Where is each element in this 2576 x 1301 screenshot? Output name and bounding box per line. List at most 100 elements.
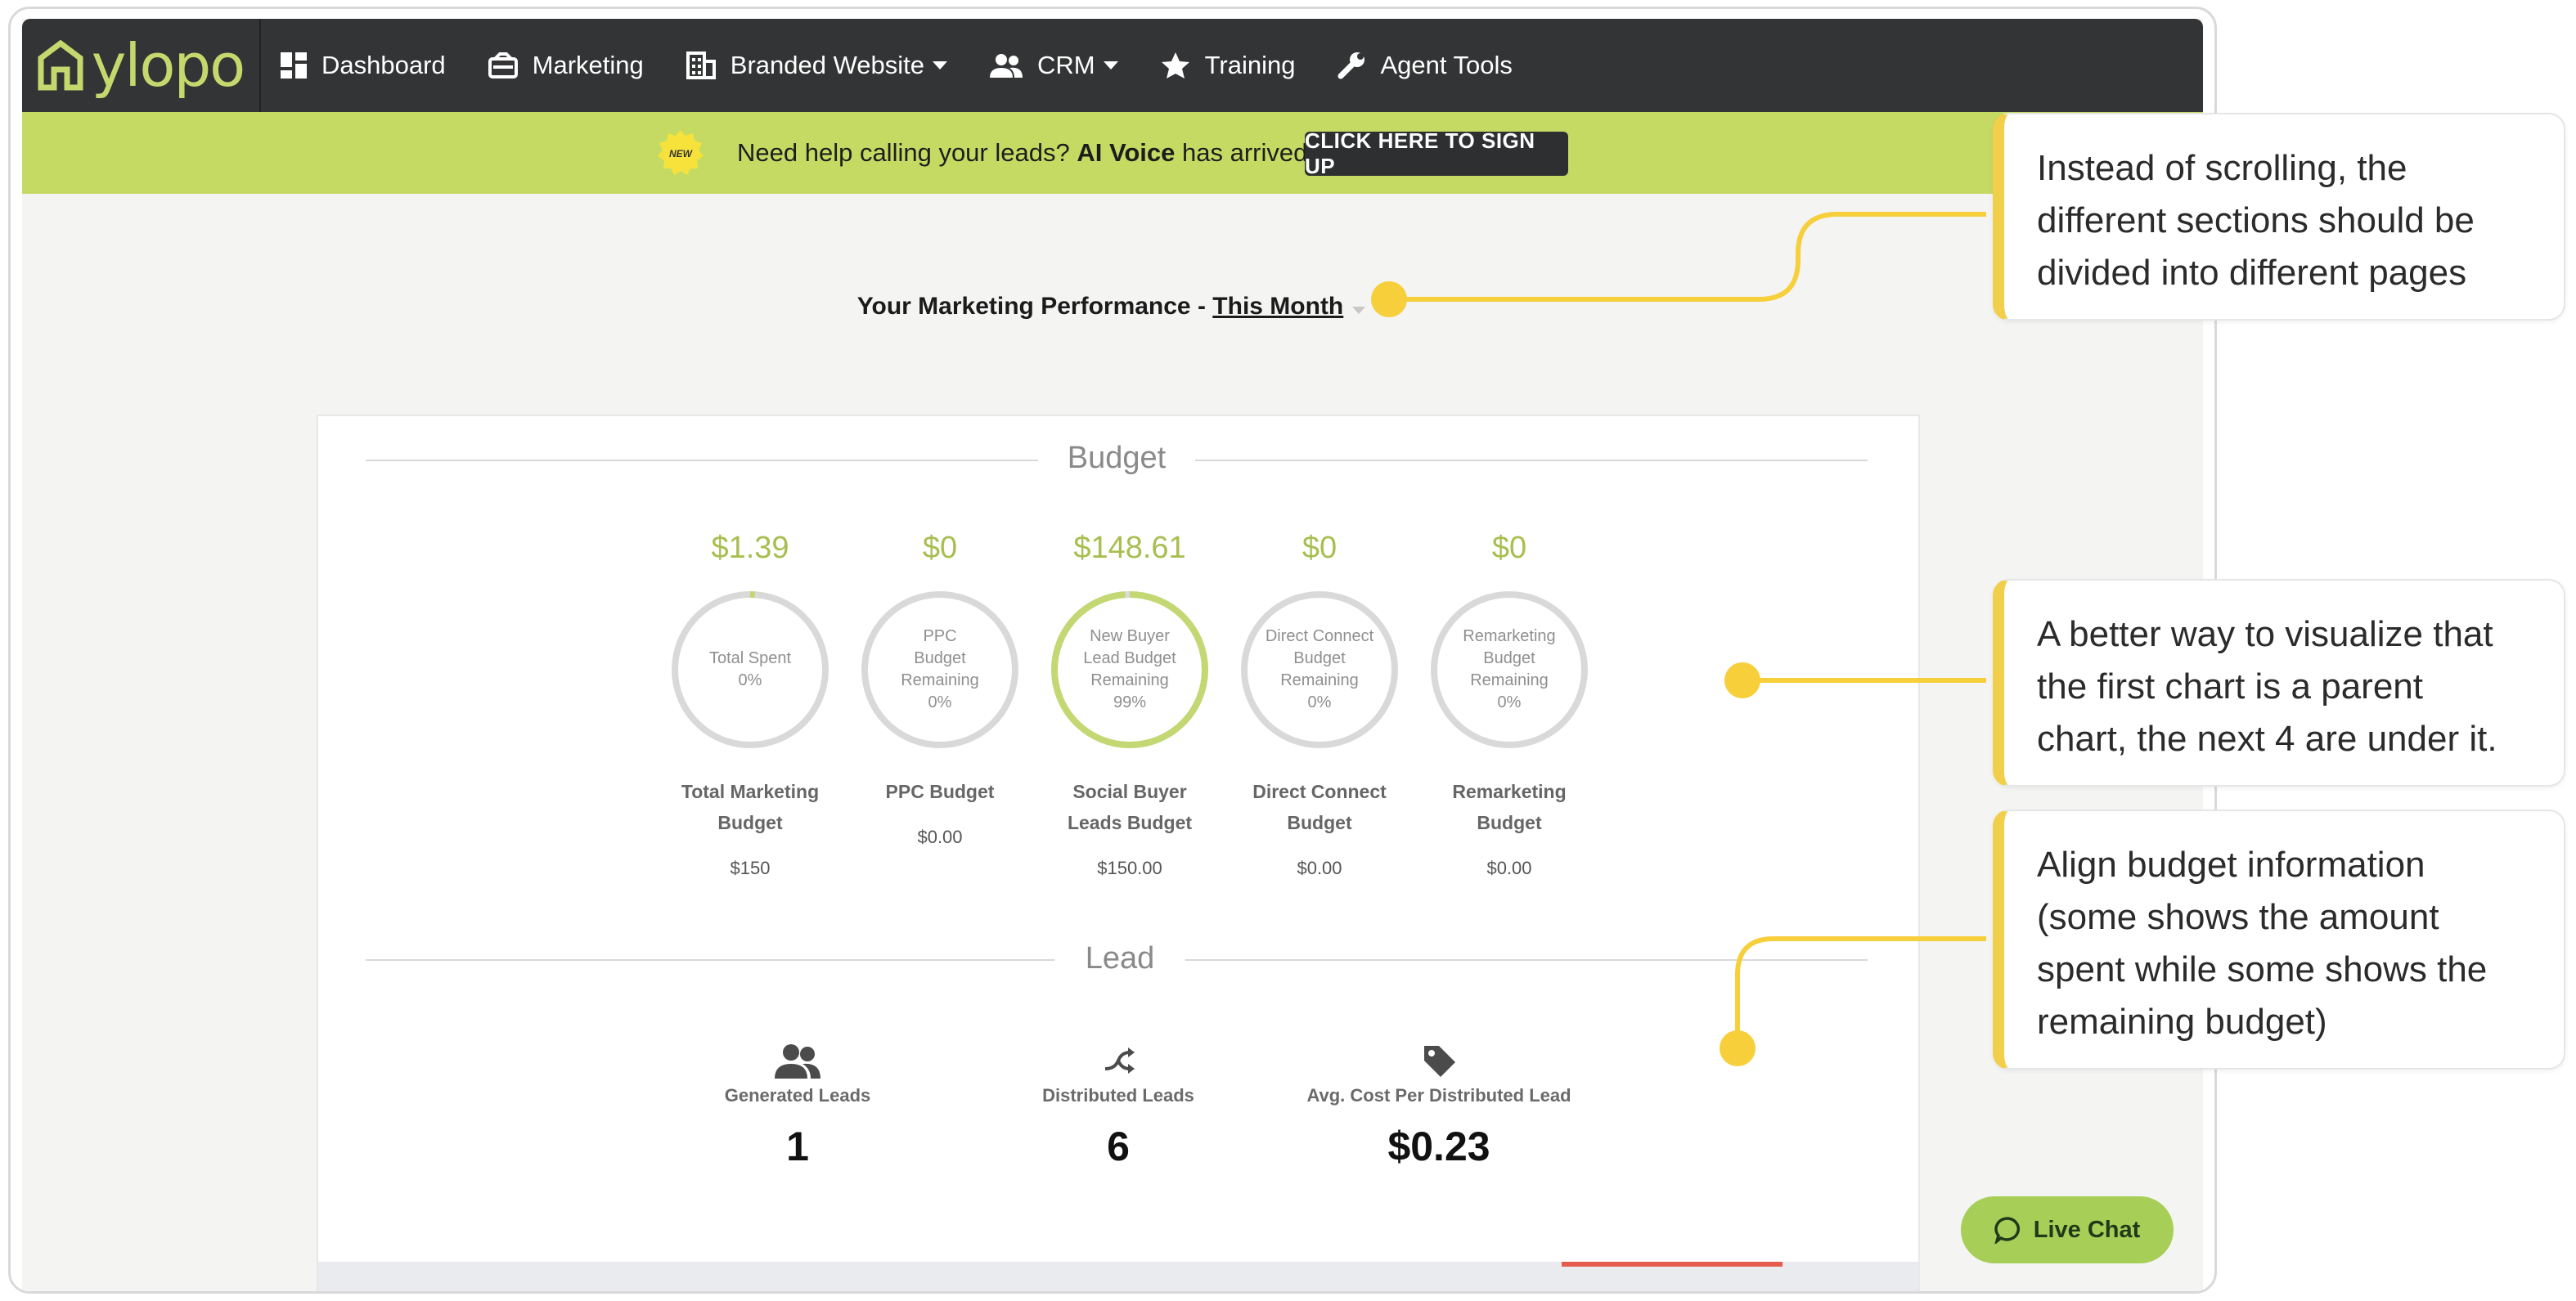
annotation-line: Instead of scrolling, the: [2037, 148, 2407, 188]
connector-dot: [1720, 1030, 1756, 1066]
ylopo-logo[interactable]: ylopo: [22, 19, 261, 112]
chat-bubble-icon: [1994, 1217, 2020, 1244]
price-tag-icon: [1424, 1046, 1455, 1077]
divider: [1185, 959, 1868, 961]
performance-heading-text: Your Marketing Performance -: [856, 293, 1206, 320]
promo-banner: NEW Need help calling your leads? AI Voi…: [22, 112, 2203, 194]
budget-section-title: Budget: [1067, 441, 1167, 475]
nav-branded-website[interactable]: Branded Website: [686, 51, 948, 80]
nav-dashboard[interactable]: Dashboard: [281, 51, 446, 80]
chevron-down-icon: [1103, 61, 1118, 70]
budget-label: Social Buyer Leads Budget: [1040, 776, 1220, 838]
budget-sub-value: $0.00: [1297, 858, 1342, 878]
sign-up-button[interactable]: CLICK HERE TO SIGN UP: [1305, 128, 1568, 178]
ring-text-line: Remaining: [901, 671, 979, 689]
budget-amount: $0: [922, 531, 958, 565]
connector-line: [1389, 212, 1986, 302]
divider: [366, 959, 1054, 961]
metric-label: Avg. Cost Per Distributed Lead: [1306, 1085, 1571, 1106]
ring-text-line: Remaining: [1470, 671, 1549, 689]
main-nav: Dashboard Marketing Branded Website CRM: [281, 19, 1555, 112]
shuffle-icon: [1104, 1048, 1135, 1074]
budget-amount: $1.39: [711, 531, 789, 565]
ring-text: New Buyer Lead Budget Remaining 99%: [1048, 626, 1212, 714]
budget-item-social-buyer: $148.61 New Buyer Lead Budget Remaining 99%…: [1040, 531, 1220, 878]
ring-text-line: Remarketing: [1463, 627, 1556, 645]
budget-label-line: Total Marketing: [681, 781, 820, 802]
app-window: ylopo Dashboard Marketing Branded Websit…: [22, 19, 2203, 1291]
ring-text-line: Lead Budget: [1083, 649, 1176, 667]
budget-label-line: Budget: [1287, 812, 1352, 833]
metric-value: $0.23: [1387, 1124, 1490, 1169]
nav-marketing[interactable]: Marketing: [488, 51, 644, 80]
connector-dot: [1371, 281, 1407, 317]
metric-value: 1: [786, 1124, 809, 1169]
nav-crm[interactable]: CRM: [990, 51, 1118, 80]
budget-amount: $0: [1491, 531, 1527, 565]
metric-label: Generated Leads: [724, 1085, 871, 1106]
budget-label-line: Leads Budget: [1067, 812, 1193, 833]
budget-sub-value: $0.00: [917, 827, 963, 847]
ring-text-line: Remaining: [1280, 671, 1359, 689]
nav-agent-tools[interactable]: Agent Tools: [1337, 51, 1513, 80]
top-navbar: ylopo Dashboard Marketing Branded Websit…: [22, 19, 2203, 112]
annotation-callout-chart-hierarchy: A better way to visualize that the first…: [1993, 579, 2565, 787]
ring-text-line: Budget: [914, 649, 966, 667]
ring-text: PPC Budget Remaining 0%: [858, 626, 1022, 714]
ring-track: [1431, 591, 1588, 748]
new-badge: NEW: [658, 130, 704, 175]
ring-text: Direct Connect Budget Remaining 0%: [1238, 626, 1401, 714]
ring-text-line: New Buyer: [1090, 627, 1170, 645]
connector-dot: [1724, 662, 1760, 698]
ring-text-line: 0%: [1497, 693, 1522, 711]
megaphone-icon: [488, 52, 518, 79]
performance-heading: Your Marketing Performance - This Month: [22, 293, 2203, 321]
budget-amount: $0: [1301, 531, 1337, 565]
budget-label-line: Budget: [1477, 812, 1542, 833]
budget-sub-value: $0.00: [1486, 858, 1532, 878]
budget-label: PPC Budget: [850, 776, 1030, 807]
budget-item-direct-connect: $0 Direct Connect Budget Remaining 0% Direc…: [1230, 531, 1409, 878]
budget-label-line: Direct Connect: [1252, 781, 1387, 802]
nav-training[interactable]: Training: [1161, 51, 1295, 80]
ring-progress: [1051, 591, 1208, 748]
metric-distributed-leads: Distributed Leads 6: [963, 1043, 1274, 1170]
chevron-down-icon: [933, 61, 948, 70]
connector-line: [1735, 936, 1986, 1048]
budget-item-remarketing: $0 Remarketing Budget Remaining 0% Remarket…: [1419, 531, 1599, 878]
ring-text-line: Remaining: [1090, 671, 1169, 689]
live-chat-button[interactable]: Live Chat: [1961, 1196, 2174, 1263]
nav-dashboard-label: Dashboard: [321, 51, 446, 79]
house-logo-icon: [38, 40, 83, 91]
lead-section-title: Lead: [1085, 941, 1155, 976]
dashboard-icon: [281, 52, 307, 79]
ring-text-line: PPC: [923, 627, 957, 645]
annotation-line: different sections should be: [2037, 200, 2475, 240]
metric-avg-cost: Avg. Cost Per Distributed Lead $0.23: [1284, 1043, 1594, 1170]
period-selector[interactable]: This Month: [1212, 293, 1344, 320]
ring-text-line: Total Spent: [708, 649, 792, 667]
wrench-icon: [1337, 52, 1365, 79]
period-dropdown-caret-icon[interactable]: [1352, 307, 1365, 314]
budget-label-line: Social Buyer: [1072, 781, 1187, 802]
ring-text-line: 99%: [1113, 693, 1147, 711]
metric-label: Distributed Leads: [1042, 1085, 1194, 1106]
annotation-line: Align budget information: [2037, 845, 2425, 885]
annotation-line: chart, the next 4 are under it.: [2037, 719, 2497, 759]
nav-branded-website-label: Branded Website: [730, 51, 925, 79]
budget-ring: [1241, 591, 1398, 748]
nav-marketing-label: Marketing: [532, 51, 644, 79]
annotation-line: spent while some shows the: [2037, 949, 2488, 989]
ring-text: Remarketing Budget Remaining 0%: [1427, 626, 1591, 714]
ring-text-line: 0%: [928, 693, 952, 711]
annotation-callout-align-budget: Align budget information (some shows the…: [1993, 810, 2565, 1070]
annotation-line: divided into different pages: [2037, 253, 2467, 293]
ring-text-line: 0%: [1307, 693, 1332, 711]
building-icon: [686, 52, 716, 79]
budget-item-total: $1.39 Total Spent 0% Total Marketing Budge…: [660, 531, 840, 878]
ring-text-line: 0%: [738, 671, 762, 689]
annotation-line: the first chart is a parent: [2037, 666, 2423, 707]
ring-text: Total Spent 0%: [668, 648, 832, 692]
ring-text-line: Budget: [1483, 649, 1535, 667]
